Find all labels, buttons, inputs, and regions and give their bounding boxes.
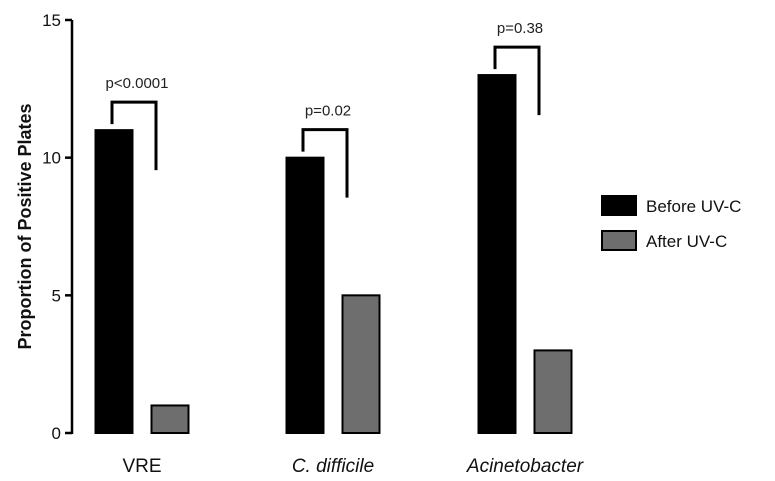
y-axis-label: Proportion of Positive Plates: [15, 103, 35, 349]
bar-after-2: [533, 349, 573, 434]
y-tick-label: 0: [52, 424, 61, 443]
legend-label: After UV-C: [646, 232, 727, 251]
significance-bracket: [493, 45, 541, 116]
bar-after-1: [341, 294, 381, 435]
p-value-label: p<0.0001: [106, 75, 169, 92]
bar-before-2: [477, 74, 517, 434]
category-label: C. difficile: [292, 456, 374, 477]
legend-label: Before UV-C: [646, 197, 741, 216]
bar-after-0: [150, 404, 190, 435]
significance-bracket: [301, 128, 349, 198]
y-tick-label: 5: [52, 286, 61, 305]
bar-before-1: [285, 156, 325, 435]
y-tick-label: 10: [42, 149, 61, 168]
category-label: Acinetobacter: [466, 456, 584, 477]
bar-before-0: [94, 129, 134, 434]
p-value-label: p=0.02: [305, 103, 351, 120]
p-value-label: p=0.38: [497, 20, 543, 37]
legend-swatch-before: [601, 195, 637, 216]
category-label: VRE: [122, 456, 161, 477]
significance-bracket: [110, 100, 158, 171]
legend-swatch-after: [601, 230, 637, 251]
y-tick-label: 15: [42, 11, 61, 30]
